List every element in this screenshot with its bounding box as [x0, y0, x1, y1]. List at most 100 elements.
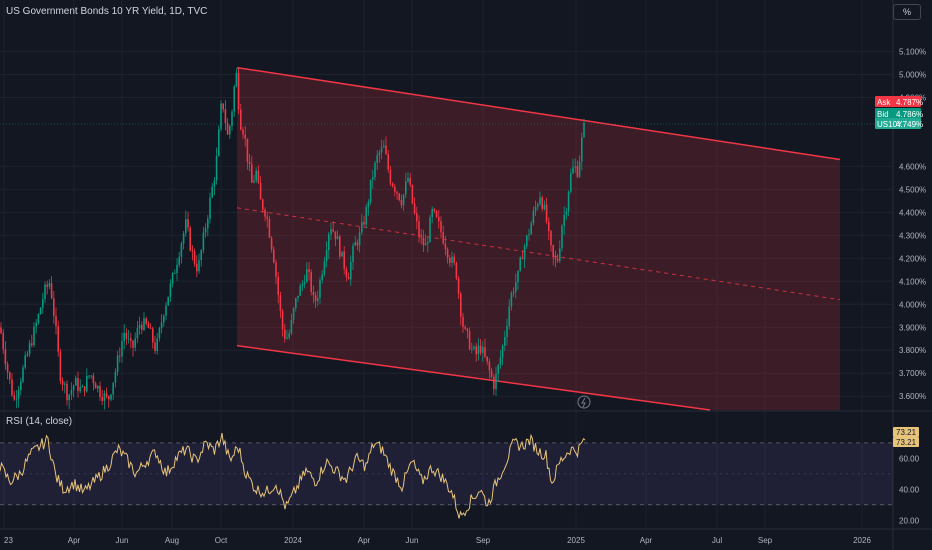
candle-body	[220, 103, 222, 130]
candle-body	[284, 329, 286, 339]
candle-body	[413, 203, 416, 214]
candle-body	[125, 332, 128, 339]
price-tick-label: 4.400%	[899, 208, 926, 217]
x-tick-label: Sep	[758, 536, 773, 545]
candle-body	[444, 243, 447, 250]
candle-body	[442, 232, 444, 244]
candle-body	[9, 372, 11, 380]
candle-body	[20, 381, 22, 391]
candle-body	[141, 324, 143, 330]
candle-body	[440, 221, 442, 233]
candle-body	[24, 355, 26, 368]
candle-body	[543, 204, 546, 209]
unit-button[interactable]: %	[893, 4, 921, 20]
candle-body	[77, 378, 79, 392]
candle-body	[127, 338, 130, 340]
candle-body	[554, 257, 557, 259]
candle-body	[394, 186, 396, 192]
candle-body	[464, 326, 466, 329]
candle-body	[409, 177, 411, 185]
candle-body	[112, 382, 114, 395]
price-tick-label: 5.100%	[899, 47, 926, 56]
price-tick-label: 3.600%	[899, 392, 926, 401]
rsi-value-box	[893, 427, 919, 437]
rsi-tick-label: 40.00	[899, 485, 920, 494]
candle-body	[81, 386, 84, 388]
candle-body	[55, 315, 57, 327]
candle-body	[493, 376, 495, 390]
rsi-value-label: 73.21	[896, 428, 917, 437]
candle-body	[424, 243, 427, 246]
price-label-value: 4.787%	[896, 98, 923, 107]
candle-body	[418, 221, 420, 238]
candle-body	[15, 398, 18, 400]
candle-body	[519, 257, 521, 271]
candle-body	[572, 167, 574, 174]
candle-body	[325, 250, 328, 262]
price-label-name: Bid	[877, 110, 889, 119]
candle-body	[167, 296, 169, 306]
candle-body	[299, 285, 301, 296]
candle-body	[270, 237, 273, 250]
candle-body	[57, 326, 59, 352]
rsi-value-box	[893, 437, 919, 447]
candle-body	[286, 337, 288, 339]
candle-body	[336, 236, 339, 240]
candle-body	[182, 233, 185, 244]
candle-body	[537, 204, 539, 207]
candle-body	[83, 386, 86, 392]
candle-body	[321, 274, 323, 281]
candle-body	[35, 322, 37, 327]
candle-body	[4, 349, 7, 365]
candle-body	[180, 243, 183, 257]
candle-body	[143, 318, 145, 330]
candle-body	[479, 345, 482, 353]
candle-body	[255, 170, 257, 181]
candle-body	[369, 179, 372, 203]
candle-body	[86, 376, 88, 392]
candle-body	[189, 227, 191, 251]
candle-body	[310, 272, 312, 292]
candle-body	[191, 250, 194, 252]
candle-body	[169, 283, 172, 297]
candle-body	[352, 245, 354, 262]
price-label-box	[875, 96, 921, 107]
candle-body	[429, 217, 431, 243]
candle-body	[387, 154, 389, 170]
candle-body	[292, 308, 295, 320]
candle-body	[244, 134, 246, 139]
candle-body	[145, 318, 147, 324]
candle-body	[22, 367, 24, 382]
candle-body	[213, 180, 216, 187]
candle-body	[515, 282, 517, 292]
candle-body	[114, 371, 117, 383]
candle-body	[488, 361, 491, 371]
x-tick-label: Oct	[215, 536, 228, 545]
candle-body	[332, 229, 334, 232]
candle-body	[308, 269, 310, 273]
candle-body	[334, 231, 337, 240]
candle-body	[343, 251, 345, 269]
price-tick-label: 5.000%	[899, 70, 926, 79]
candle-body	[438, 217, 440, 222]
candle-body	[97, 385, 99, 389]
candle-body	[528, 234, 530, 236]
candle-body	[64, 383, 66, 385]
candle-body	[499, 357, 502, 366]
candle-body	[581, 137, 583, 162]
candle-body	[534, 206, 537, 211]
candle-body	[317, 297, 319, 301]
candle-body	[523, 246, 526, 260]
candle-body	[504, 337, 506, 346]
candle-body	[306, 269, 308, 283]
candle-body	[11, 379, 13, 396]
candle-body	[138, 324, 141, 329]
candle-body	[176, 264, 178, 274]
channel-upper-line	[236, 66, 841, 161]
candle-body	[105, 393, 108, 397]
candle-body	[497, 365, 499, 374]
candle-body	[508, 306, 510, 326]
candle-body	[466, 328, 469, 332]
candle-body	[314, 295, 317, 301]
